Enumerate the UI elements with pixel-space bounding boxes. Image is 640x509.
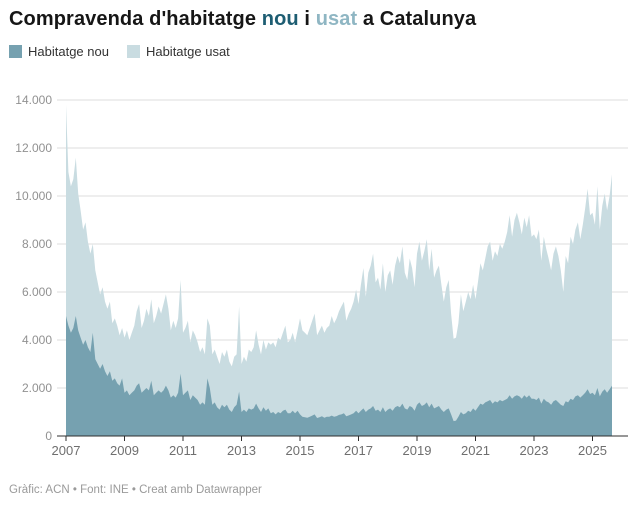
y-tick-label: 2.000 xyxy=(22,381,52,395)
area-habitatge-nou xyxy=(66,316,612,436)
x-tick-label: 2009 xyxy=(110,443,139,458)
chart-area: 14.000 12.000 10.000 8.000 6.000 4.000 2.000 0 2… xyxy=(0,80,640,475)
x-tick-label: 2007 xyxy=(52,443,81,458)
y-tick-label: 14.000 xyxy=(15,93,52,107)
attribution-footer: Gràfic: ACN • Font: INE • Creat amb Data… xyxy=(9,484,262,496)
x-tick-label: 2023 xyxy=(520,443,549,458)
legend: Habitatge nou Habitatge usat xyxy=(9,44,230,59)
area-habitatge-usat xyxy=(66,104,612,437)
y-tick-label: 0 xyxy=(45,429,52,443)
legend-label-nou: Habitatge nou xyxy=(28,44,109,59)
title-segment-usat: usat xyxy=(315,8,358,30)
title-segment: a Catalunya xyxy=(357,8,477,30)
y-tick-label: 12.000 xyxy=(15,141,52,155)
x-tick-label: 2011 xyxy=(169,443,197,458)
x-tick-label: 2017 xyxy=(344,443,373,458)
chart-title: Compravenda d'habitatge nou i usat a Cat… xyxy=(9,8,631,31)
x-tick-label: 2019 xyxy=(403,443,432,458)
x-tick-label: 2013 xyxy=(227,443,256,458)
x-tick-label: 2025 xyxy=(578,443,607,458)
title-segment: Compravenda d'habitatge xyxy=(9,8,262,30)
stacked-area-chart: 14.00012.00010.0008.0006.0004.0002.00002… xyxy=(15,93,628,458)
y-tick-label: 8.000 xyxy=(22,237,52,251)
y-tick-label: 6.000 xyxy=(22,285,52,299)
title-segment-nou: nou xyxy=(261,8,299,30)
y-tick-label: 4.000 xyxy=(22,333,52,347)
x-tick-label: 2021 xyxy=(461,443,490,458)
legend-label-usat: Habitatge usat xyxy=(145,44,230,59)
legend-item-usat: Habitatge usat xyxy=(126,44,230,59)
legend-swatch-nou xyxy=(9,45,22,58)
legend-swatch-usat xyxy=(126,45,140,58)
y-tick-label: 10.000 xyxy=(15,189,52,203)
legend-item-nou: Habitatge nou xyxy=(9,44,109,59)
x-tick-label: 2015 xyxy=(286,443,315,458)
title-segment: i xyxy=(298,8,316,30)
